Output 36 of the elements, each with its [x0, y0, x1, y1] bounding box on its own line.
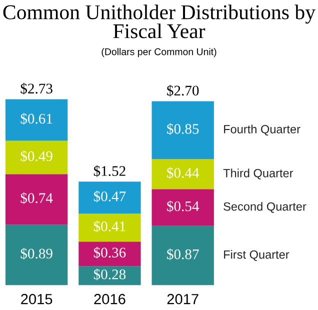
- total-label: $1.52: [94, 165, 126, 177]
- bar: [152, 159, 214, 190]
- series-label: Fourth Quarter: [224, 124, 300, 136]
- series-label: Third Quarter: [223, 168, 294, 180]
- series-label: First Quarter: [224, 250, 290, 261]
- chart-title: Common Unitholder Distributions by Fiscal Year: [3, 4, 316, 38]
- series-label: Second Quarter: [224, 202, 306, 213]
- data-label: $0.74: [20, 192, 53, 204]
- bar: [5, 140, 68, 174]
- bar: [152, 189, 214, 226]
- data-label: $0.85: [167, 123, 199, 135]
- bar: [152, 226, 214, 286]
- data-label: $0.61: [20, 112, 52, 125]
- data-label: $0.87: [167, 248, 199, 260]
- x-tick-label: 2016: [94, 294, 126, 304]
- bar: [152, 101, 214, 160]
- data-label: $0.47: [94, 190, 126, 202]
- bar: [5, 224, 68, 286]
- total-label: $2.70: [167, 84, 199, 97]
- data-label: $0.41: [94, 220, 126, 232]
- bar: [78, 266, 141, 286]
- data-label: $0.36: [94, 246, 126, 258]
- data-label: $0.28: [94, 268, 126, 280]
- x-tick-label: 2017: [167, 294, 198, 304]
- data-label: $0.44: [167, 167, 200, 179]
- total-label: $2.73: [20, 82, 52, 94]
- bar: [5, 99, 68, 141]
- data-label: $0.49: [20, 150, 52, 162]
- bar: [78, 242, 141, 266]
- bar: [78, 214, 141, 242]
- data-label: $0.54: [167, 200, 200, 212]
- chart-subtitle: (Dollars per Common Unit): [102, 48, 216, 58]
- bar: [5, 174, 68, 225]
- x-tick-label: 2015: [21, 294, 52, 304]
- data-label: $0.89: [20, 248, 52, 260]
- bar: [78, 182, 141, 214]
